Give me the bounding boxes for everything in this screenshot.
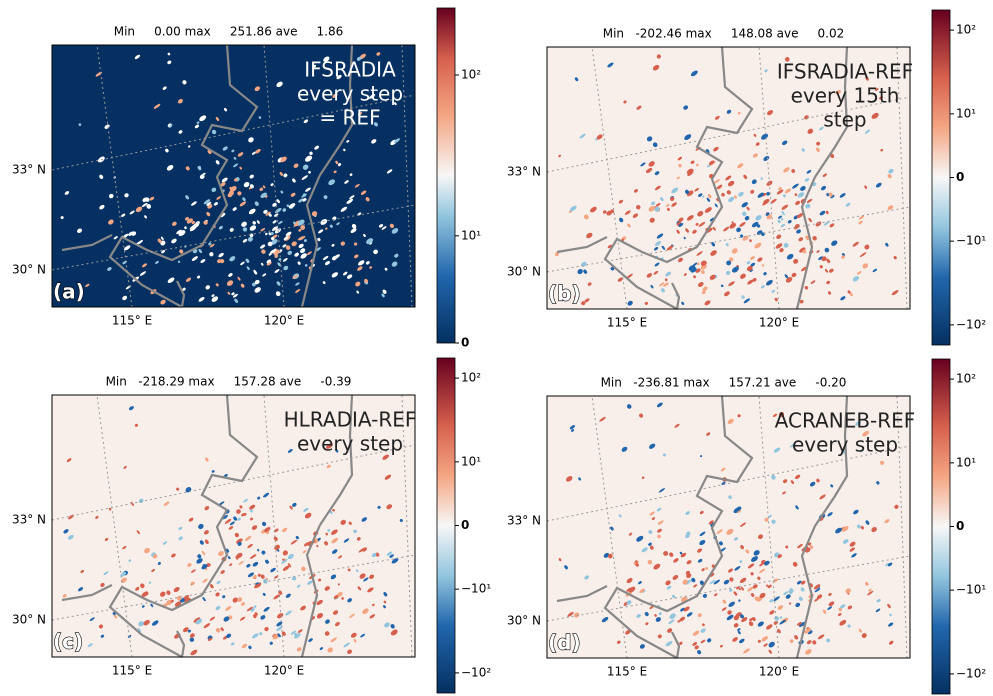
- annotation: every step: [792, 433, 898, 457]
- stats: Min -236.81 max 157.21 ave -0.20: [601, 376, 847, 390]
- colorbar-tick-label: 10¹: [461, 228, 481, 242]
- annotation: IFSRADIA-REF: [777, 60, 913, 84]
- lon-label: 115° E: [607, 665, 647, 679]
- lon-label: 115° E: [607, 316, 647, 330]
- colorbar: [437, 358, 455, 693]
- lon-label: 115° E: [112, 314, 152, 328]
- lat-label: 30° N: [12, 613, 46, 627]
- colorbar-tick-label: −10²: [956, 317, 986, 331]
- lat-label: 33° N: [12, 513, 46, 527]
- lat-label: 30° N: [507, 614, 541, 628]
- colorbar-tick-label: 0: [956, 170, 964, 184]
- lat-label: 33° N: [12, 163, 46, 177]
- lon-label: 120° E: [264, 314, 304, 328]
- lon-label: 120° E: [759, 665, 799, 679]
- lat-label: 33° N: [507, 514, 541, 528]
- panel: Min -236.81 max 157.21 ave -0.20 33° N 30°…: [507, 359, 986, 694]
- colorbar: [932, 10, 950, 345]
- colorbar-tick-label: −10²: [956, 666, 986, 680]
- annotation: every step: [297, 82, 403, 106]
- lon-label: 120° E: [759, 316, 799, 330]
- figure: Min 0.00 max 251.86 ave 1.86 33° N 30° N 11…: [0, 0, 993, 696]
- annotation: step: [823, 108, 866, 132]
- lat-label: 30° N: [12, 263, 46, 277]
- panel-label: (d): [548, 631, 581, 655]
- annotation: HLRADIA-REF: [284, 408, 417, 432]
- panel-label: (a): [53, 280, 85, 304]
- annotation: ACRANEB-REF: [775, 409, 916, 433]
- colorbar-tick-label: −10¹: [956, 583, 986, 597]
- colorbar-tick-label: 10¹: [956, 455, 976, 469]
- colorbar-tick-label: 10²: [461, 371, 481, 385]
- colorbar-tick-label: 10²: [461, 68, 481, 82]
- colorbar-tick-label: 10²: [956, 372, 976, 386]
- panel: Min -202.46 max 148.08 ave 0.02 33° N 30° …: [507, 10, 986, 345]
- annotation: every 15th: [791, 84, 900, 108]
- colorbar-tick-label: 0: [956, 519, 964, 533]
- lat-label: 33° N: [507, 165, 541, 179]
- lat-label: 30° N: [507, 265, 541, 279]
- panel-label: (c): [53, 630, 83, 654]
- panel: Min 0.00 max 251.86 ave 1.86 33° N 30° N 11…: [12, 8, 481, 350]
- lon-label: 115° E: [112, 664, 152, 678]
- colorbar-tick-label: −10¹: [956, 234, 986, 248]
- colorbar: [437, 8, 455, 343]
- annotation: = REF: [319, 106, 380, 130]
- annotation: every step: [297, 432, 403, 456]
- colorbar-tick-label: 10¹: [461, 454, 481, 468]
- colorbar-tick-label: 0: [461, 518, 469, 532]
- colorbar-tick-label: 10²: [956, 23, 976, 37]
- stats: Min 0.00 max 251.86 ave 1.86: [114, 25, 344, 39]
- stats: Min -202.46 max 148.08 ave 0.02: [603, 27, 845, 41]
- panel-label: (b): [548, 282, 581, 306]
- colorbar-tick-label: 10¹: [956, 106, 976, 120]
- colorbar-tick-label: −10²: [461, 665, 491, 679]
- annotation: IFSRADIA: [304, 58, 396, 82]
- panel: Min -218.29 max 157.28 ave -0.39 33° N 30°…: [12, 358, 491, 693]
- colorbar-tick-label: −10¹: [461, 582, 491, 596]
- colorbar-tick-label: 0: [461, 336, 469, 350]
- colorbar: [932, 359, 950, 694]
- lon-label: 120° E: [264, 664, 304, 678]
- stats: Min -218.29 max 157.28 ave -0.39: [106, 375, 352, 389]
